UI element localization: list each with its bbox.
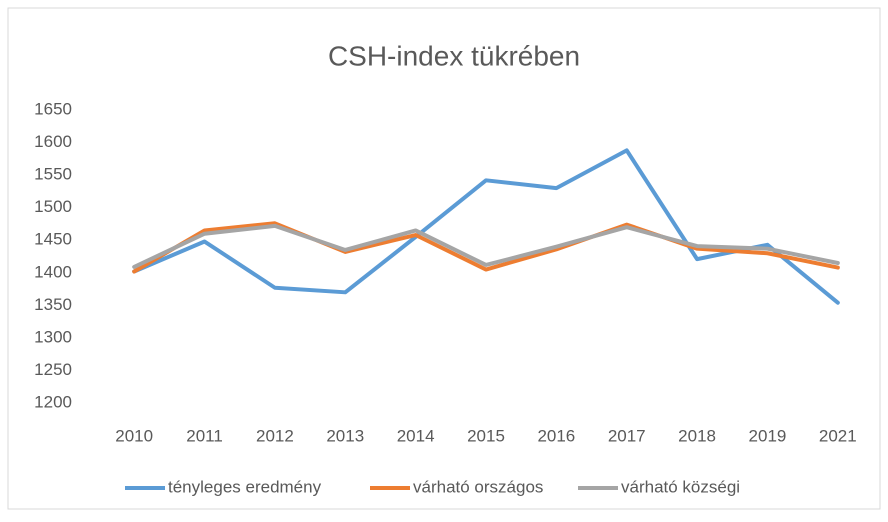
x-tick-label: 2016 [537,426,575,445]
legend-label: tényleges eredmény [168,477,322,496]
y-tick-label: 1400 [34,262,72,281]
x-tick-label: 2015 [467,426,505,445]
x-tick-label: 2019 [749,426,787,445]
x-tick-label: 2012 [256,426,294,445]
x-tick-label: 2014 [397,426,435,445]
data-line [132,223,840,269]
legend-label: várható országos [413,477,543,496]
y-tick-label: 1650 [34,99,72,118]
y-tick-label: 1600 [34,132,72,151]
y-tick-label: 1450 [34,230,72,249]
y-tick-label: 1350 [34,295,72,314]
y-tick-label: 1300 [34,327,72,346]
x-tick-label: 2010 [115,426,153,445]
x-tick-label: 2013 [326,426,364,445]
data-line [132,221,840,274]
x-tick-label: 2011 [186,426,223,445]
chart-title: CSH-index tükrében [328,40,580,71]
y-tick-label: 1200 [34,392,72,411]
y-tick-label: 1500 [34,197,72,216]
y-tick-label: 1550 [34,165,72,184]
x-tick-label: 2018 [678,426,716,445]
data-line [132,148,840,305]
x-tick-label: 2017 [608,426,646,445]
x-tick-label: 2021 [819,426,857,445]
legend-label: várható községi [621,477,740,496]
y-tick-label: 1250 [34,360,72,379]
